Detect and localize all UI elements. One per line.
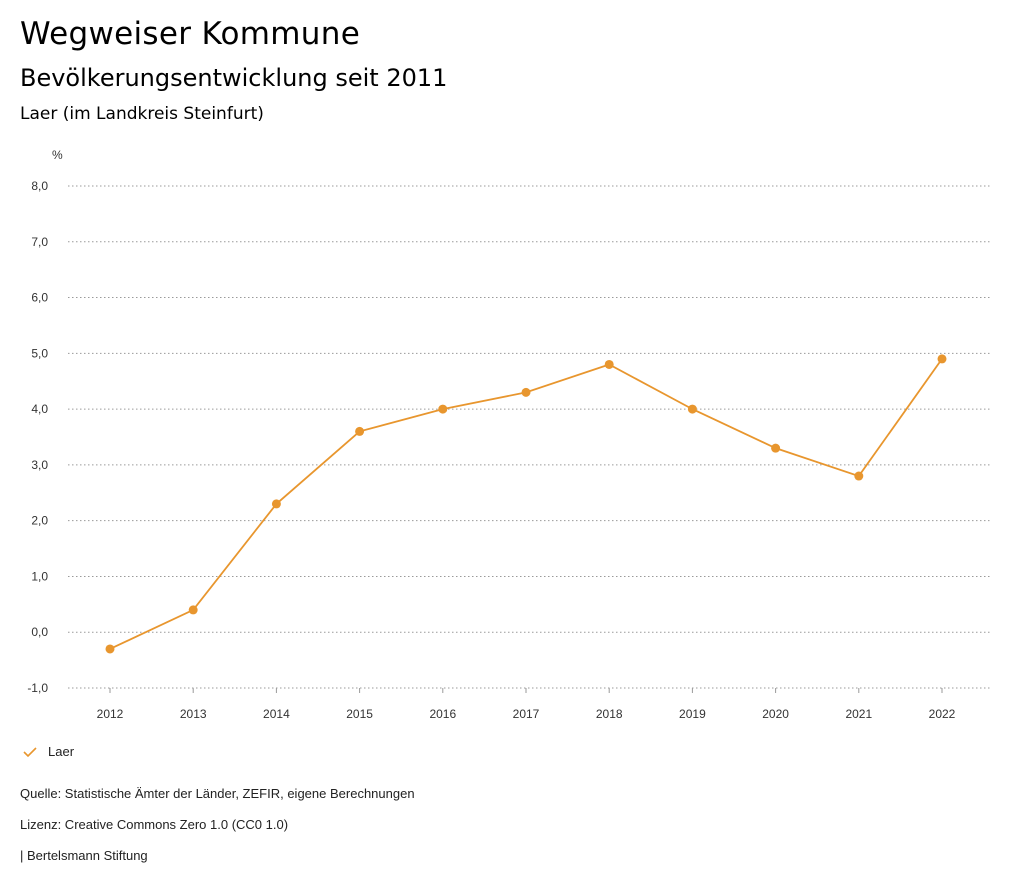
license-note: Lizenz: Creative Commons Zero 1.0 (CC0 1… [20,817,289,832]
data-point[interactable] [937,354,947,364]
chart-series [105,354,947,654]
data-point[interactable] [271,499,281,509]
y-tick-label: 4,0 [31,402,48,416]
data-point[interactable] [521,387,531,397]
data-point[interactable] [604,359,614,369]
chart-legend[interactable]: Laer [22,744,74,759]
data-point[interactable] [771,443,781,453]
x-tick-label: 2018 [596,707,623,721]
y-tick-label: 1,0 [31,569,48,583]
y-tick-label: 5,0 [31,346,48,360]
chart-grid [68,185,990,689]
publisher-note: | Bertelsmann Stiftung [20,848,148,863]
y-tick-label: 2,0 [31,514,48,528]
y-tick-label: -1,0 [27,681,48,695]
x-tick-label: 2019 [679,707,706,721]
x-tick-label: 2012 [97,707,124,721]
y-tick-label: 3,0 [31,458,48,472]
x-axis-ticks: 2012 2013 2014 2015 2016 2017 2018 2019 2020 2021… [97,688,956,721]
x-tick-label: 2014 [263,707,290,721]
x-tick-label: 2015 [346,707,373,721]
x-tick-label: 2016 [429,707,456,721]
data-point[interactable] [105,644,115,654]
x-tick-label: 2022 [929,707,956,721]
x-tick-label: 2017 [513,707,540,721]
chart-subtitle: Bevölkerungsentwicklung seit 2011 [20,64,448,92]
data-point[interactable] [854,471,864,481]
data-point[interactable] [355,426,365,436]
x-tick-label: 2020 [762,707,789,721]
page-title: Wegweiser Kommune [20,16,361,52]
check-icon [23,746,37,757]
x-tick-label: 2013 [180,707,207,721]
series-line-laer [109,358,943,650]
data-point[interactable] [438,404,448,414]
x-tick-label: 2021 [845,707,872,721]
y-axis-unit: % [52,148,63,162]
y-tick-label: 6,0 [31,291,48,305]
y-tick-label: 8,0 [31,179,48,193]
y-axis-ticks: -1,0 0,0 1,0 2,0 3,0 4,0 5,0 6,0 7,0 8,0 [27,179,48,695]
legend-label-laer: Laer [48,744,75,759]
line-chart: % -1,00,01,02,03,04,05,06,07,08,0 2012 20… [27,148,990,721]
y-tick-label: 0,0 [31,625,48,639]
y-tick-label: 7,0 [31,235,48,249]
region-label: Laer (im Landkreis Steinfurt) [20,104,264,124]
data-point[interactable] [687,404,697,414]
data-point[interactable] [188,605,198,615]
source-note: Quelle: Statistische Ämter der Länder, Z… [20,786,415,801]
